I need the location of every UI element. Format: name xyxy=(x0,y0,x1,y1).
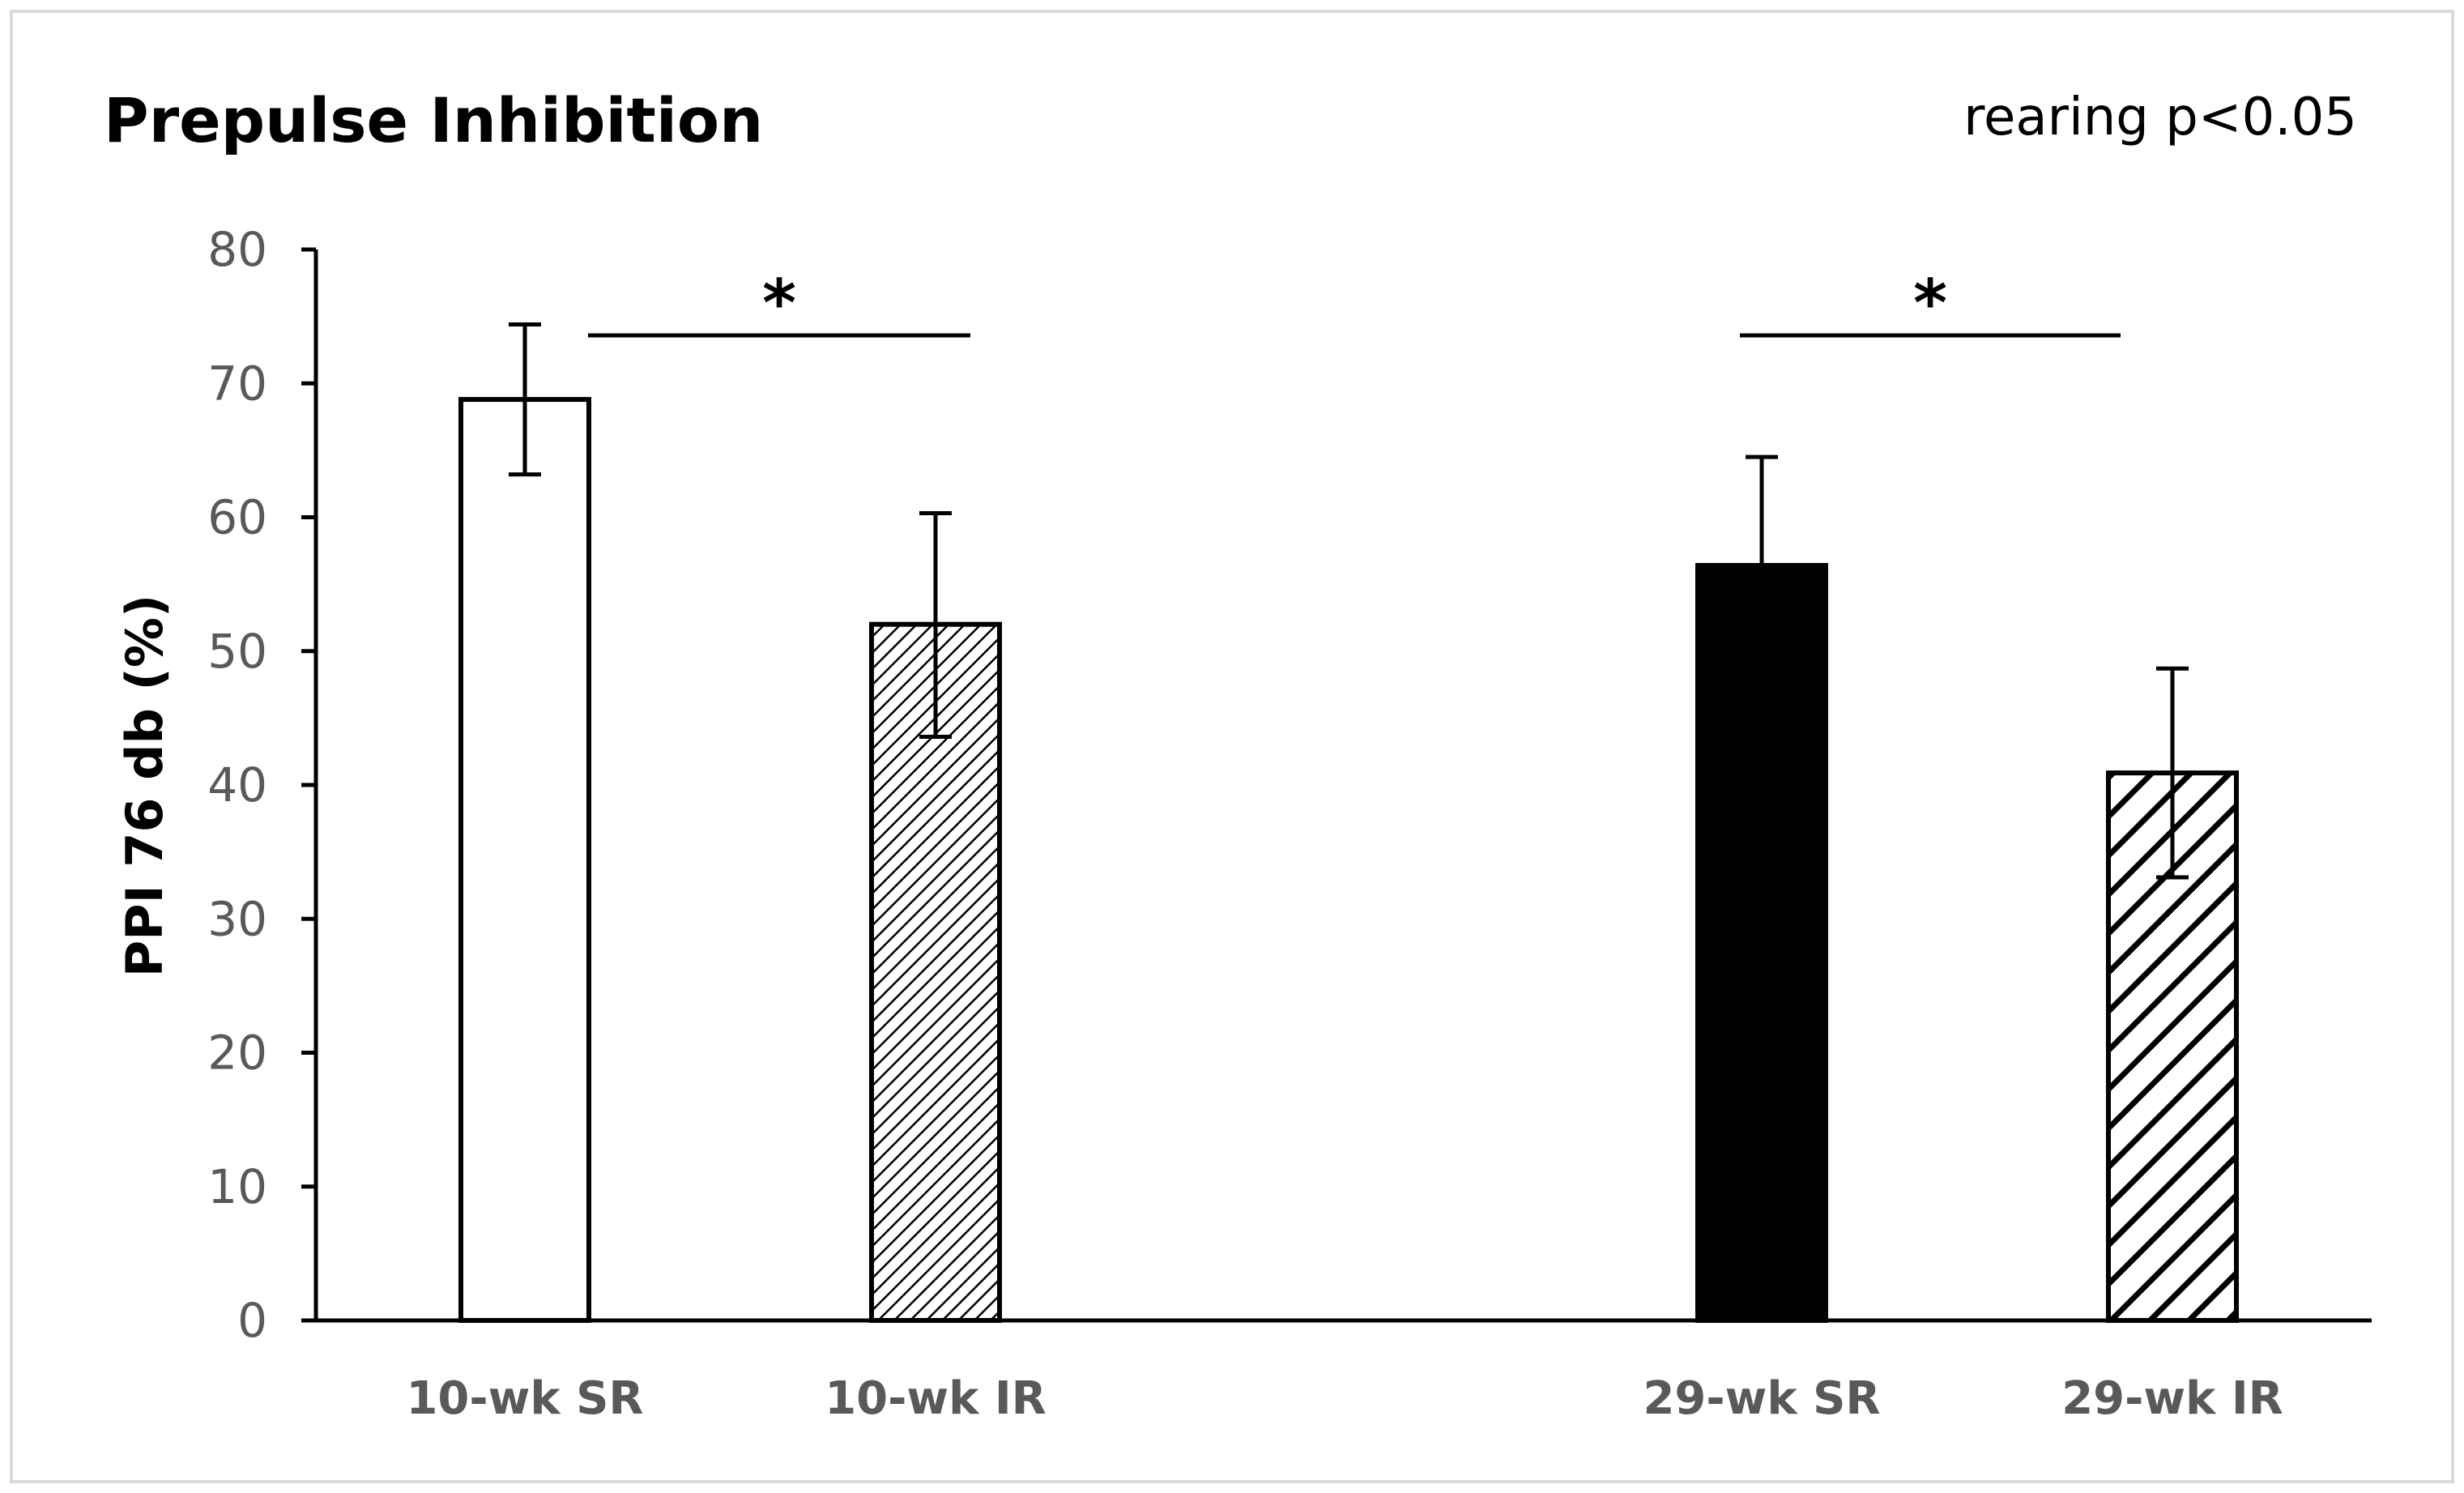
significance-group: * * xyxy=(588,266,2121,341)
x-tick-label: 10-wk SR xyxy=(406,1372,643,1425)
x-tick-label: 10-wk IR xyxy=(825,1372,1047,1425)
y-tick-label: 70 xyxy=(207,356,267,411)
y-tick-label: 40 xyxy=(207,757,267,813)
bar-29-wk-sr xyxy=(1695,562,1828,1323)
y-tick-label: 20 xyxy=(207,1026,267,1081)
y-tick-label: 80 xyxy=(207,222,267,277)
significance-star: * xyxy=(1913,266,1947,341)
chart-frame xyxy=(10,10,2454,1483)
y-tick-label: 60 xyxy=(207,490,267,545)
y-axis: 0 10 20 30 40 50 60 70 80 xyxy=(207,222,316,1348)
significance-star: * xyxy=(762,266,796,341)
y-tick-label: 10 xyxy=(207,1159,267,1214)
error-bars-group xyxy=(509,322,2189,880)
y-tick-label: 30 xyxy=(207,891,267,946)
bars-group xyxy=(458,397,2239,1324)
y-axis-label: PPI 76 db (%) xyxy=(115,595,174,978)
y-tick-label: 50 xyxy=(207,624,267,679)
bar-29-wk-ir xyxy=(2106,770,2239,1323)
x-axis-labels: 10-wk SR 10-wk IR 29-wk SR 29-wk IR xyxy=(406,1372,2283,1425)
chart-title: Prepulse Inhibition xyxy=(104,84,763,156)
x-tick-label: 29-wk SR xyxy=(1643,1372,1880,1425)
x-tick-label: 29-wk IR xyxy=(2061,1372,2283,1425)
bar-10-wk-sr xyxy=(458,397,591,1324)
rearing-annotation: rearing p<0.05 xyxy=(1963,87,2357,147)
y-tick-label: 0 xyxy=(237,1293,267,1348)
